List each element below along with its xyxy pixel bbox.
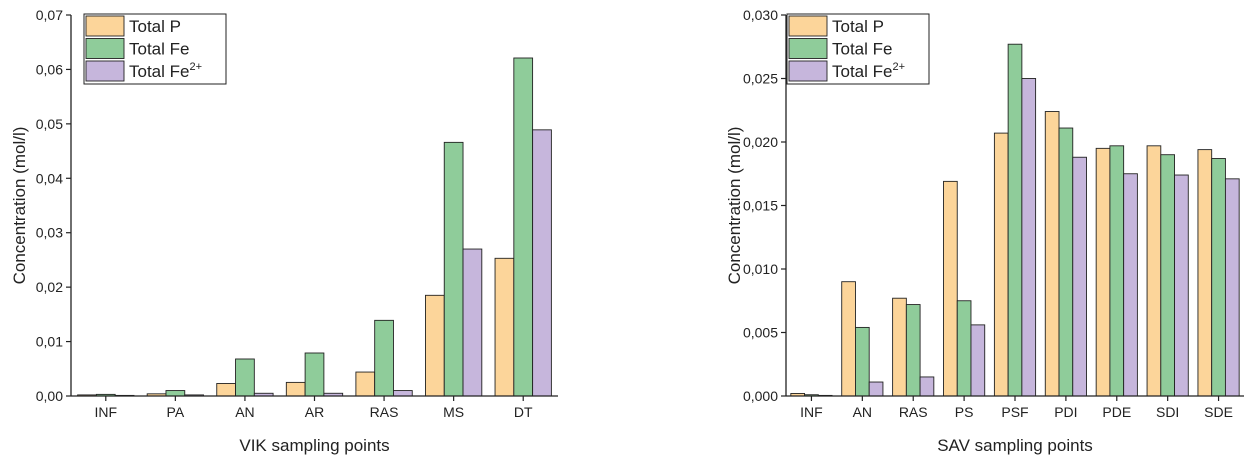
bar-ras-series-1 bbox=[355, 371, 376, 397]
y-tick-label: 0,005 bbox=[743, 325, 778, 341]
x-tick-label: RAS bbox=[370, 404, 399, 420]
bar-an-series-2 bbox=[235, 358, 255, 397]
legend-label-2: Total Fe bbox=[832, 40, 892, 59]
bar-psf-series-1 bbox=[993, 132, 1009, 397]
bar-pde-series-2 bbox=[1109, 145, 1125, 397]
x-tick-label: MS bbox=[443, 404, 464, 420]
bar-an-series-1 bbox=[841, 281, 856, 397]
bar-pde-series-1 bbox=[1095, 147, 1111, 397]
bar-pdi-series-1 bbox=[1044, 111, 1060, 397]
bar-pde-series-3 bbox=[1123, 173, 1138, 397]
y-tick-label: 0,00 bbox=[36, 388, 63, 404]
bar-ras-series-3 bbox=[393, 390, 413, 397]
bar-pa-series-2 bbox=[165, 390, 186, 397]
bar-an-series-2 bbox=[855, 326, 870, 397]
x-axis-title: VIK sampling points bbox=[239, 436, 389, 455]
legend-swatch-2 bbox=[85, 38, 125, 59]
legend: Total P Total Fe Total Fe2+ bbox=[786, 13, 930, 85]
y-tick-label: 0,020 bbox=[743, 134, 778, 150]
chart-panel-1: 0,00 0,01 0,02 0,03 0,04 0,05 0,06 0,07 INF PA AN A… bbox=[10, 7, 558, 455]
y-tick-label: 0,06 bbox=[36, 61, 63, 77]
y-axis-title: Concentration (mol/l) bbox=[725, 127, 744, 285]
bar-dt-series-1 bbox=[494, 257, 515, 397]
x-tick-label: AR bbox=[305, 404, 324, 420]
legend: Total P Total Fe Total Fe2+ bbox=[83, 13, 227, 85]
bar-ps-series-2 bbox=[956, 300, 972, 397]
bar-ar-series-1 bbox=[285, 381, 306, 397]
bar-ps-series-3 bbox=[970, 324, 986, 397]
legend-swatch-1 bbox=[788, 15, 828, 37]
bar-dt-series-2 bbox=[513, 57, 534, 397]
y-tick-label: 0,04 bbox=[36, 170, 63, 186]
y-tick-label: 0,07 bbox=[36, 7, 63, 23]
bar-an-series-3 bbox=[868, 381, 884, 397]
bar-sde-series-1 bbox=[1197, 149, 1213, 397]
bar-dt-series-3 bbox=[532, 129, 552, 397]
x-tick-label: AN bbox=[235, 404, 254, 420]
x-tick-label: DT bbox=[514, 404, 533, 420]
y-tick-label: 0,03 bbox=[36, 225, 63, 241]
bar-psf-series-3 bbox=[1021, 78, 1037, 397]
bar-sdi-series-2 bbox=[1160, 154, 1175, 397]
chart-panel-2: 0,000 0,005 0,010 0,015 0,020 0,025 0,030 INF AN… bbox=[725, 7, 1244, 455]
bar-ms-series-2 bbox=[443, 141, 464, 397]
bar-ras-series-3 bbox=[919, 376, 935, 397]
x-tick-label: RAS bbox=[899, 404, 928, 420]
x-tick-label: PSF bbox=[1001, 404, 1028, 420]
x-tick-label: PDI bbox=[1054, 404, 1077, 420]
legend-label-1: Total P bbox=[832, 17, 884, 36]
bar-ras-series-2 bbox=[905, 304, 921, 397]
bar-psf-series-2 bbox=[1007, 43, 1023, 397]
legend-swatch-3 bbox=[788, 60, 828, 82]
bar-sdi-series-3 bbox=[1174, 174, 1189, 397]
x-tick-label: AN bbox=[853, 404, 872, 420]
x-tick-label: INF bbox=[95, 404, 118, 420]
legend-swatch-2 bbox=[788, 38, 828, 59]
bar-sdi-series-1 bbox=[1146, 145, 1162, 397]
y-tick-label: 0,000 bbox=[743, 388, 778, 404]
x-tick-label: SDI bbox=[1156, 404, 1179, 420]
y-tick-label: 0,015 bbox=[743, 198, 778, 214]
x-tick-label: INF bbox=[800, 404, 823, 420]
legend-label-3: Total Fe2+ bbox=[832, 61, 905, 81]
x-tick-label: SDE bbox=[1204, 404, 1233, 420]
x-tick-label: PA bbox=[167, 404, 185, 420]
x-tick-label: PDE bbox=[1102, 404, 1131, 420]
bar-ras-series-2 bbox=[374, 319, 394, 397]
bar-sde-series-3 bbox=[1224, 178, 1240, 397]
y-tick-label: 0,025 bbox=[743, 71, 778, 87]
y-tick-label: 0,01 bbox=[36, 334, 63, 350]
legend-label-1: Total P bbox=[129, 17, 181, 36]
y-tick-label: 0,05 bbox=[36, 116, 63, 132]
bar-ras-series-1 bbox=[892, 297, 907, 397]
y-tick-label: 0,02 bbox=[36, 279, 63, 295]
bar-ar-series-2 bbox=[304, 352, 325, 397]
bar-sde-series-2 bbox=[1211, 158, 1226, 397]
bar-an-series-1 bbox=[216, 383, 236, 397]
bar-ms-series-3 bbox=[462, 248, 483, 397]
x-axis-title: SAV sampling points bbox=[937, 436, 1093, 455]
y-axis-title: Concentration (mol/l) bbox=[10, 127, 29, 285]
y-tick-label: 0,030 bbox=[743, 7, 778, 23]
x-tick-label: PS bbox=[955, 404, 974, 420]
legend-swatch-3 bbox=[85, 60, 125, 82]
bar-ps-series-1 bbox=[943, 180, 958, 397]
bar-pdi-series-3 bbox=[1072, 156, 1087, 397]
bar-pdi-series-2 bbox=[1058, 127, 1074, 397]
legend-label-3: Total Fe2+ bbox=[129, 61, 202, 81]
y-tick-label: 0,010 bbox=[743, 261, 778, 277]
bar-ms-series-1 bbox=[425, 294, 445, 397]
legend-label-2: Total Fe bbox=[129, 40, 189, 59]
legend-swatch-1 bbox=[85, 15, 125, 37]
